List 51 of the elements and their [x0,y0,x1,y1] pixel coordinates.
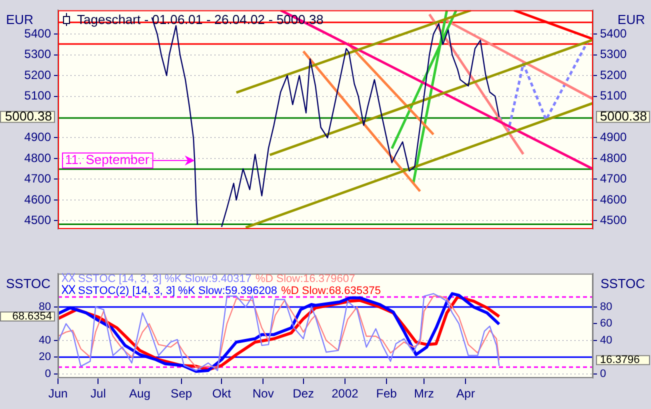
y2-tick-label: 5300 [600,47,628,62]
y-tick-label: 40 [38,334,51,346]
x-tick-label: Nov [252,386,274,401]
y-axis-title: EUR [6,12,34,28]
legend-label: SSTOC(2) [14, 3, 3] %K Slow:59.396208 [78,284,278,297]
y2-tick-label: 5200 [600,68,628,82]
x-tick-label: Feb [376,386,398,401]
y2-tick-label: 5100 [600,88,628,103]
y-tick-label: 5100 [24,88,52,103]
y2-tick-label: 0 [600,368,606,380]
annotation: 16.3796 [600,354,640,366]
y2-tick-label: 80 [600,301,612,314]
annotation: 5000.38 [600,108,647,124]
annotation: 68.6354 [12,310,52,323]
y-tick-label: 4900 [24,130,52,144]
y2-tick-label: 4800 [600,150,628,165]
x-tick-label: Mrz [414,386,434,401]
y2-tick-label: 40 [600,334,612,346]
x-tick-label: 2002 [332,386,359,401]
series-label: %D Slow:16.379607 [255,272,356,285]
y-tick-label: 0 [44,368,51,380]
x-tick-label: Aug [129,386,150,401]
y-tick-label: 4700 [24,172,52,186]
y2-tick-label: 4700 [600,172,628,186]
y-tick-label: 4800 [24,150,52,165]
y-tick-label: 5300 [24,47,52,62]
y-tick-label: 4500 [24,213,52,228]
y2-tick-label: 5400 [600,26,628,40]
y2-tick-label: 4500 [600,213,628,228]
x-tick-label: Apr [456,386,475,401]
legend-label: SSTOC [14, 3, 3] %K Slow:9.40317 [78,272,252,285]
y-tick-label: 5400 [24,26,52,40]
line-series [498,40,589,132]
y-tick-label: 80 [38,301,51,314]
y-axis-title: SSTOC [6,276,51,291]
x-tick-label: Sep [170,386,192,401]
y2-tick-label: 4600 [600,192,628,206]
series-label: %D Slow:68.635375 [281,284,381,297]
annotation: 11. September [65,152,150,168]
annotation: 5000.38 [5,108,52,124]
x-tick-label: Okt [212,386,232,401]
x-tick-label: Jul [90,386,106,401]
y2-axis-title: EUR [618,12,645,28]
x-tick-label: Jun [48,386,68,401]
y2-tick-label: 60 [600,318,612,330]
y-tick-label: 20 [38,351,51,364]
y-tick-label: 4600 [24,192,52,206]
y-tick-label: 5200 [24,68,52,82]
y2-tick-label: 4900 [600,130,628,144]
x-tick-label: Dez [292,386,314,401]
y2-axis-title: SSTOC [600,276,645,291]
